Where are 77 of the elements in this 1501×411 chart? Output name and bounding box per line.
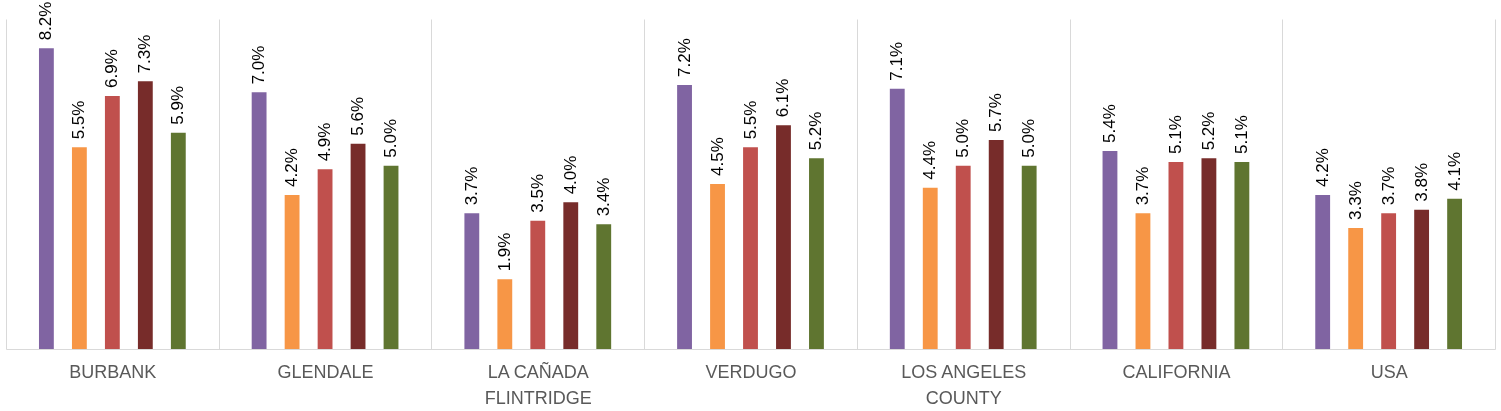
data-label: 4.2% — [282, 148, 302, 187]
data-label: 5.1% — [1231, 115, 1251, 154]
data-label: 6.1% — [773, 78, 793, 118]
data-label: 1.9% — [494, 232, 514, 272]
data-label: 4.2% — [1312, 148, 1332, 187]
data-label: 8.2% — [36, 1, 56, 41]
bar — [137, 81, 153, 349]
bar — [710, 184, 725, 349]
bar — [1381, 213, 1397, 349]
x-tick-label: LA CAÑADA FLINTRIDGE — [484, 360, 592, 408]
bar — [38, 48, 54, 349]
data-label: 7.3% — [135, 34, 155, 74]
x-tick-label: VERDUGO — [705, 361, 797, 382]
bar — [922, 187, 938, 349]
bar — [1201, 158, 1217, 349]
bar — [563, 202, 579, 349]
data-label: 3.4% — [593, 177, 613, 217]
bar — [383, 165, 399, 349]
data-label: 7.0% — [249, 45, 269, 85]
x-tick-label: LOS ANGELES COUNTY — [901, 361, 1027, 408]
bar — [1234, 162, 1250, 349]
bar — [284, 195, 300, 349]
data-label: 5.2% — [1198, 111, 1218, 151]
data-label: 4.5% — [707, 137, 727, 176]
data-label: 4.4% — [920, 140, 940, 180]
data-label: 5.4% — [1099, 104, 1119, 143]
bar — [104, 96, 120, 349]
data-label: 5.2% — [806, 111, 826, 151]
x-tick-label: CALIFORNIA — [1122, 361, 1231, 382]
bar — [988, 140, 1004, 349]
data-label: 5.0% — [1019, 118, 1039, 158]
bar — [317, 169, 333, 349]
bar — [776, 125, 791, 349]
data-label: 3.7% — [461, 166, 481, 206]
x-tick-label: BURBANK — [69, 361, 157, 382]
data-label: 5.7% — [986, 93, 1006, 132]
bar — [809, 158, 824, 349]
bar — [1447, 198, 1463, 349]
bar — [889, 88, 905, 349]
bar — [497, 279, 513, 349]
data-label: 7.2% — [674, 38, 694, 77]
bar — [1414, 209, 1430, 349]
bar — [170, 132, 186, 349]
bar — [1135, 213, 1151, 349]
data-label: 5.5% — [740, 100, 760, 140]
bar — [1102, 151, 1118, 349]
bar — [251, 92, 267, 349]
bar — [1348, 228, 1364, 349]
bar — [1021, 165, 1037, 349]
bar — [71, 147, 87, 349]
bar — [530, 220, 546, 349]
data-label: 3.5% — [527, 173, 547, 213]
data-label: 5.0% — [953, 118, 973, 158]
data-label: 4.1% — [1444, 151, 1464, 191]
data-label: 4.9% — [315, 122, 335, 162]
bar — [1315, 195, 1331, 349]
data-label: 5.0% — [381, 118, 401, 158]
data-label: 5.6% — [348, 96, 368, 136]
bar — [464, 213, 480, 349]
bar — [1168, 162, 1184, 349]
bar — [955, 165, 971, 349]
data-label: 3.7% — [1378, 166, 1398, 206]
data-label: 3.7% — [1132, 166, 1152, 206]
bar — [596, 224, 612, 349]
x-tick-label: GLENDALE — [277, 361, 374, 382]
bar — [677, 85, 692, 349]
data-label: 5.1% — [1165, 115, 1185, 154]
data-label: 5.9% — [168, 85, 188, 125]
x-tick-label: USA — [1370, 361, 1408, 382]
data-label: 6.9% — [102, 49, 122, 88]
data-label: 4.0% — [560, 155, 580, 195]
data-label: 5.5% — [69, 100, 89, 140]
bar — [743, 147, 758, 349]
data-label: 7.1% — [887, 41, 907, 81]
data-label: 3.3% — [1345, 181, 1365, 220]
bar — [350, 143, 366, 349]
data-label: 3.8% — [1411, 162, 1431, 202]
